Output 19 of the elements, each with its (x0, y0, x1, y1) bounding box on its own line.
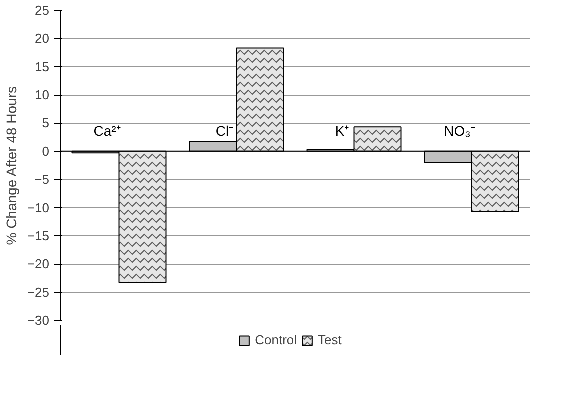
y-tick-label: −15 (27, 228, 50, 244)
y-tick-label: 20 (35, 31, 50, 46)
y-tick-label: −30 (27, 313, 50, 328)
legend-label: Control (255, 332, 298, 348)
x-tick-label: Ca²⁺ (94, 123, 122, 140)
y-tick-label: 10 (35, 88, 50, 103)
y-tick-label: −5 (34, 172, 50, 188)
x-tick-label: NO₃⁻ (444, 123, 476, 140)
y-tick-label: −20 (27, 256, 50, 272)
y-axis-title: % Change After 48 Hours (3, 86, 20, 246)
y-tick-label: 0 (42, 144, 50, 159)
x-tick-label: Cl⁻ (216, 123, 234, 140)
y-tick-label: 25 (35, 3, 50, 18)
y-tick-label: −10 (27, 200, 50, 216)
y-tick-label: 5 (42, 116, 50, 131)
y-tick-label: −25 (27, 284, 50, 300)
y-tick-label: 15 (35, 59, 50, 74)
legend-label: Test (318, 332, 342, 348)
x-tick-label: K⁺ (335, 123, 350, 140)
